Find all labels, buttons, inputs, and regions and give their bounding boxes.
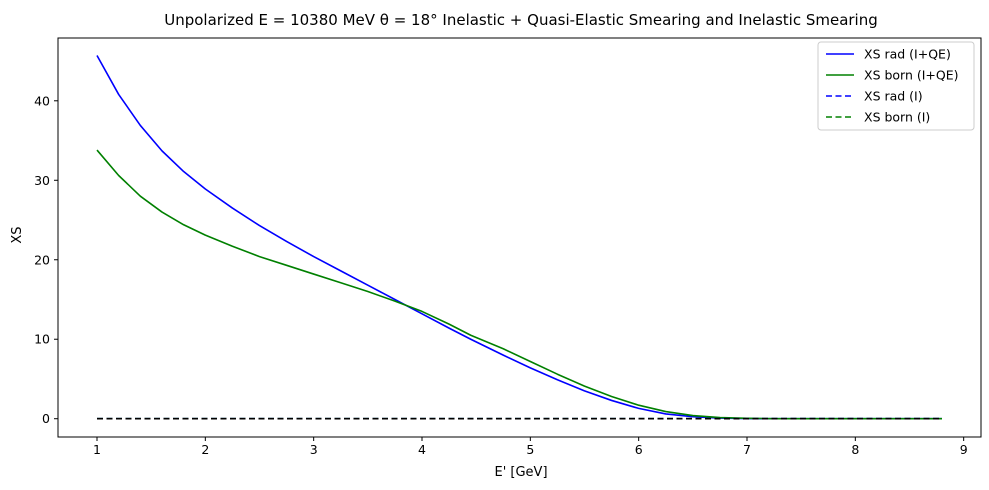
series-group — [96, 55, 942, 420]
x-tick-label: 5 — [526, 442, 534, 457]
legend-box — [817, 41, 975, 131]
legend: XS rad (I+QE) XS born (I+QE) XS rad (I) XS … — [817, 41, 975, 131]
x-tick-label: 3 — [310, 442, 318, 457]
x-tick-label: 8 — [851, 442, 859, 457]
y-tick-label: 0 — [42, 411, 50, 426]
y-tick-label: 40 — [34, 93, 50, 108]
plot-area: 1 2 3 4 5 6 7 8 9 0 10 20 30 40 — [34, 37, 982, 457]
legend-label-3: XS rad (I) — [864, 89, 923, 104]
x-tick-label: 2 — [201, 442, 209, 457]
legend-label-2: XS born (I+QE) — [864, 68, 959, 83]
x-axis-label: E' [GeV] — [494, 465, 547, 480]
y-axis-label: XS — [10, 226, 25, 243]
chart-title: Unpolarized E = 10380 MeV θ = 18° Inelas… — [164, 11, 878, 29]
x-tick-label: 9 — [960, 442, 968, 457]
y-tick-label: 10 — [34, 332, 50, 347]
y-tick-label: 30 — [34, 173, 50, 188]
x-tick-label: 6 — [635, 442, 643, 457]
axes-frame — [57, 37, 982, 438]
legend-label-1: XS rad (I+QE) — [864, 47, 951, 62]
y-tick-label: 20 — [34, 252, 50, 267]
legend-label-4: XS born (I) — [864, 110, 930, 125]
x-tick-label: 7 — [743, 442, 751, 457]
x-tick-label: 1 — [93, 442, 101, 457]
x-tick-label: 4 — [418, 442, 426, 457]
